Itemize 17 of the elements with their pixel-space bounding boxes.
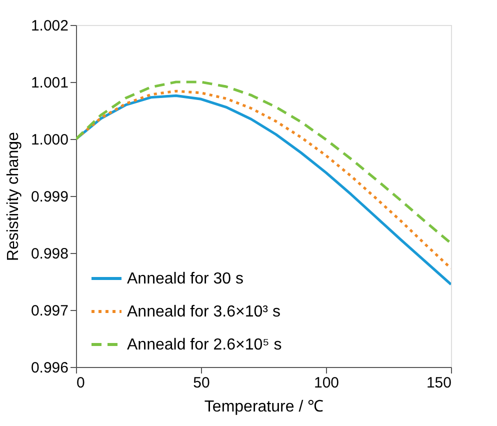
y-tick-label: 1.000 [30,132,68,148]
y-tick-label: 0.999 [30,188,68,206]
x-axis-title: Temperature / ℃ [204,398,324,416]
legend-label: Anneald for 3.6×10³ s [127,304,280,320]
x-tick-label: 0 [76,374,85,392]
y-axis-title: Resistivity change [4,132,22,261]
x-tick-label: 100 [314,374,340,392]
y-tick-label: 0.997 [30,302,68,320]
legend-label: Anneald for 2.6×10⁵ s [127,336,282,354]
legend-label: Anneald for 30 s [127,270,244,288]
y-tick-label: 0.996 [30,360,68,376]
line-series [76,80,451,245]
y-tick-label: 1.002 [30,18,68,34]
x-tick-label: 50 [193,374,210,392]
x-tick-label: 150 [426,374,452,392]
y-tick-label: 0.998 [30,246,68,262]
y-tick-label: 1.001 [30,74,68,92]
